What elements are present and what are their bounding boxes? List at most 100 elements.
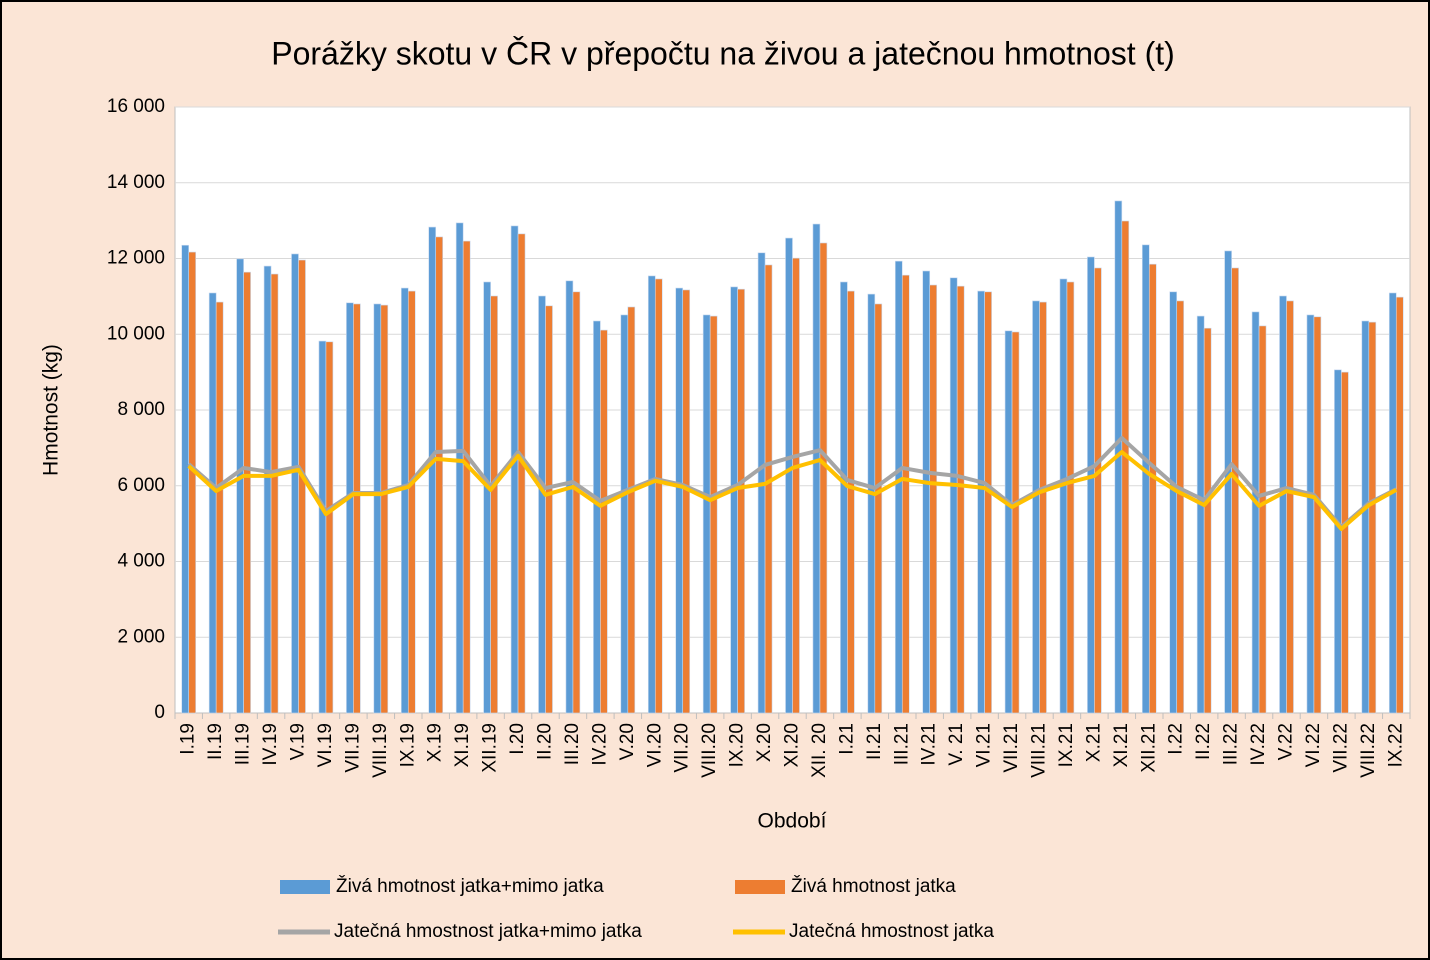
x-tick-label: X.20 bbox=[754, 723, 775, 762]
bar bbox=[1059, 278, 1068, 714]
bar bbox=[593, 320, 601, 714]
legend-label: Jatečná hmostnost jatka+mimo jatka bbox=[334, 921, 642, 942]
bar bbox=[462, 240, 471, 714]
x-tick-label: IV.21 bbox=[919, 723, 940, 766]
y-tick-label: 2 000 bbox=[117, 626, 165, 647]
bar bbox=[819, 242, 828, 714]
bar bbox=[812, 223, 821, 714]
bar bbox=[874, 303, 883, 714]
bar bbox=[654, 278, 663, 714]
bar bbox=[1121, 220, 1130, 714]
bar bbox=[901, 274, 910, 714]
bar bbox=[1094, 267, 1102, 714]
x-tick-label: VII.19 bbox=[342, 723, 363, 773]
y-tick-label: 0 bbox=[154, 702, 165, 723]
bar bbox=[353, 303, 361, 714]
bar bbox=[428, 226, 437, 714]
x-tick-label: III.21 bbox=[891, 723, 912, 765]
bar bbox=[627, 306, 636, 714]
bar bbox=[792, 257, 800, 714]
x-tick-label: VI.22 bbox=[1303, 723, 1324, 767]
bar bbox=[483, 281, 491, 714]
bar bbox=[1169, 291, 1178, 714]
x-tick-label: I.20 bbox=[507, 723, 528, 755]
bar bbox=[894, 260, 903, 714]
x-tick-label: VII.22 bbox=[1330, 723, 1351, 773]
bar bbox=[847, 290, 855, 714]
bar bbox=[1004, 330, 1013, 714]
x-tick-label: VII.20 bbox=[672, 723, 693, 773]
bar bbox=[545, 305, 553, 714]
bar bbox=[1141, 244, 1150, 714]
bar bbox=[867, 293, 876, 714]
bar bbox=[1313, 316, 1322, 714]
bar bbox=[1203, 327, 1212, 714]
x-tick-label: X.19 bbox=[425, 723, 446, 762]
x-tick-label: XI.19 bbox=[452, 723, 473, 767]
y-tick-label: 12 000 bbox=[107, 248, 165, 269]
bar bbox=[949, 277, 958, 714]
x-tick-label: I.21 bbox=[836, 723, 857, 755]
x-tick-label: III.22 bbox=[1221, 723, 1242, 765]
bar bbox=[318, 340, 327, 714]
y-tick-label: 14 000 bbox=[107, 172, 165, 193]
x-tick-label: III.19 bbox=[233, 723, 254, 765]
bar bbox=[208, 292, 217, 714]
bar bbox=[647, 275, 656, 714]
bar bbox=[346, 302, 354, 714]
bar bbox=[730, 286, 738, 714]
bar bbox=[236, 258, 244, 714]
bar bbox=[510, 225, 519, 714]
bar bbox=[517, 233, 526, 714]
x-tick-label: IV.19 bbox=[260, 723, 281, 766]
x-tick-label: IV.20 bbox=[589, 723, 610, 766]
bar bbox=[1231, 267, 1239, 714]
bar bbox=[1279, 295, 1287, 714]
bar bbox=[764, 264, 773, 714]
legend-label: Živá hmotnost jatka+mimo jatka bbox=[336, 875, 604, 897]
x-tick-label: VIII.19 bbox=[370, 723, 391, 778]
bar bbox=[291, 253, 299, 714]
y-tick-label: 4 000 bbox=[117, 551, 165, 572]
bar bbox=[600, 329, 608, 714]
x-tick-label: V.20 bbox=[617, 723, 638, 760]
x-tick-label: V.22 bbox=[1276, 723, 1297, 760]
x-tick-label: X.21 bbox=[1083, 723, 1104, 762]
y-tick-label: 10 000 bbox=[107, 323, 165, 344]
x-tick-label: VI.21 bbox=[974, 723, 995, 767]
bar bbox=[400, 287, 409, 714]
bar bbox=[1087, 256, 1095, 714]
x-tick-label: VI.20 bbox=[644, 723, 665, 767]
bar bbox=[298, 259, 306, 714]
x-tick-label: XII.21 bbox=[1138, 723, 1159, 773]
y-axis-label: Hmotnost (kg) bbox=[40, 344, 63, 476]
bar bbox=[702, 314, 711, 714]
x-tick-label: III.20 bbox=[562, 723, 583, 765]
bar bbox=[181, 244, 190, 714]
x-tick-label: IX.20 bbox=[727, 723, 748, 767]
bar bbox=[922, 270, 931, 714]
bar bbox=[977, 290, 985, 714]
bar bbox=[682, 289, 691, 714]
bar bbox=[1039, 301, 1047, 714]
bar bbox=[737, 288, 745, 714]
x-tick-label: VIII.21 bbox=[1029, 723, 1050, 778]
bar bbox=[1176, 300, 1185, 714]
x-tick-label: VI.19 bbox=[315, 723, 336, 767]
legend-swatch bbox=[735, 880, 785, 894]
bar bbox=[1361, 320, 1370, 714]
bar bbox=[1148, 263, 1157, 714]
bar bbox=[565, 280, 574, 714]
x-tick-label: I.19 bbox=[178, 723, 199, 755]
bar bbox=[455, 222, 464, 714]
bar bbox=[572, 291, 581, 714]
bar bbox=[709, 315, 718, 714]
x-tick-label: VIII.20 bbox=[699, 723, 720, 778]
x-tick-label: VIII.22 bbox=[1358, 723, 1379, 778]
x-tick-label: XII. 20 bbox=[809, 723, 830, 778]
bar bbox=[243, 271, 251, 714]
bar bbox=[490, 295, 498, 714]
bar bbox=[785, 237, 793, 714]
y-tick-label: 8 000 bbox=[117, 399, 165, 420]
line-series bbox=[187, 450, 1398, 531]
